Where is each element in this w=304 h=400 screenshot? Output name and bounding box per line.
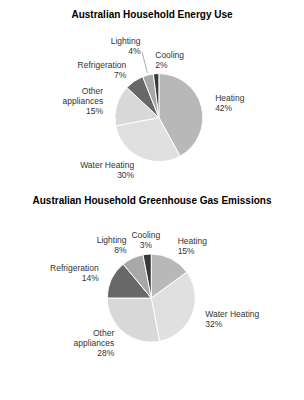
html-text:Australian Household Energy Us: Australian Household Energy Use xyxy=(71,9,233,20)
svg-text:Refrigeration14%: Refrigeration14% xyxy=(50,263,99,283)
svg-text:Heating42%: Heating42% xyxy=(215,93,245,113)
svg-text:Cooling3%: Cooling3% xyxy=(131,230,160,250)
svg-text:Otherappliances15%: Otherappliances15% xyxy=(62,86,103,116)
svg-text:Refrigeration7%: Refrigeration7% xyxy=(78,60,127,80)
svg-text:Heating15%: Heating15% xyxy=(178,236,208,256)
svg-text:Lighting8%: Lighting8% xyxy=(97,235,127,255)
svg-text:Water Heating32%: Water Heating32% xyxy=(205,309,259,329)
svg-text:Water Heating30%: Water Heating30% xyxy=(80,160,134,180)
svg-text:Lighting4%: Lighting4% xyxy=(111,36,141,56)
html-text:Australian Household Greenhous: Australian Household Greenhouse Gas Emis… xyxy=(32,195,272,206)
svg-text:Otherappliances28%: Otherappliances28% xyxy=(74,328,115,358)
svg-text:Cooling2%: Cooling2% xyxy=(155,50,184,70)
